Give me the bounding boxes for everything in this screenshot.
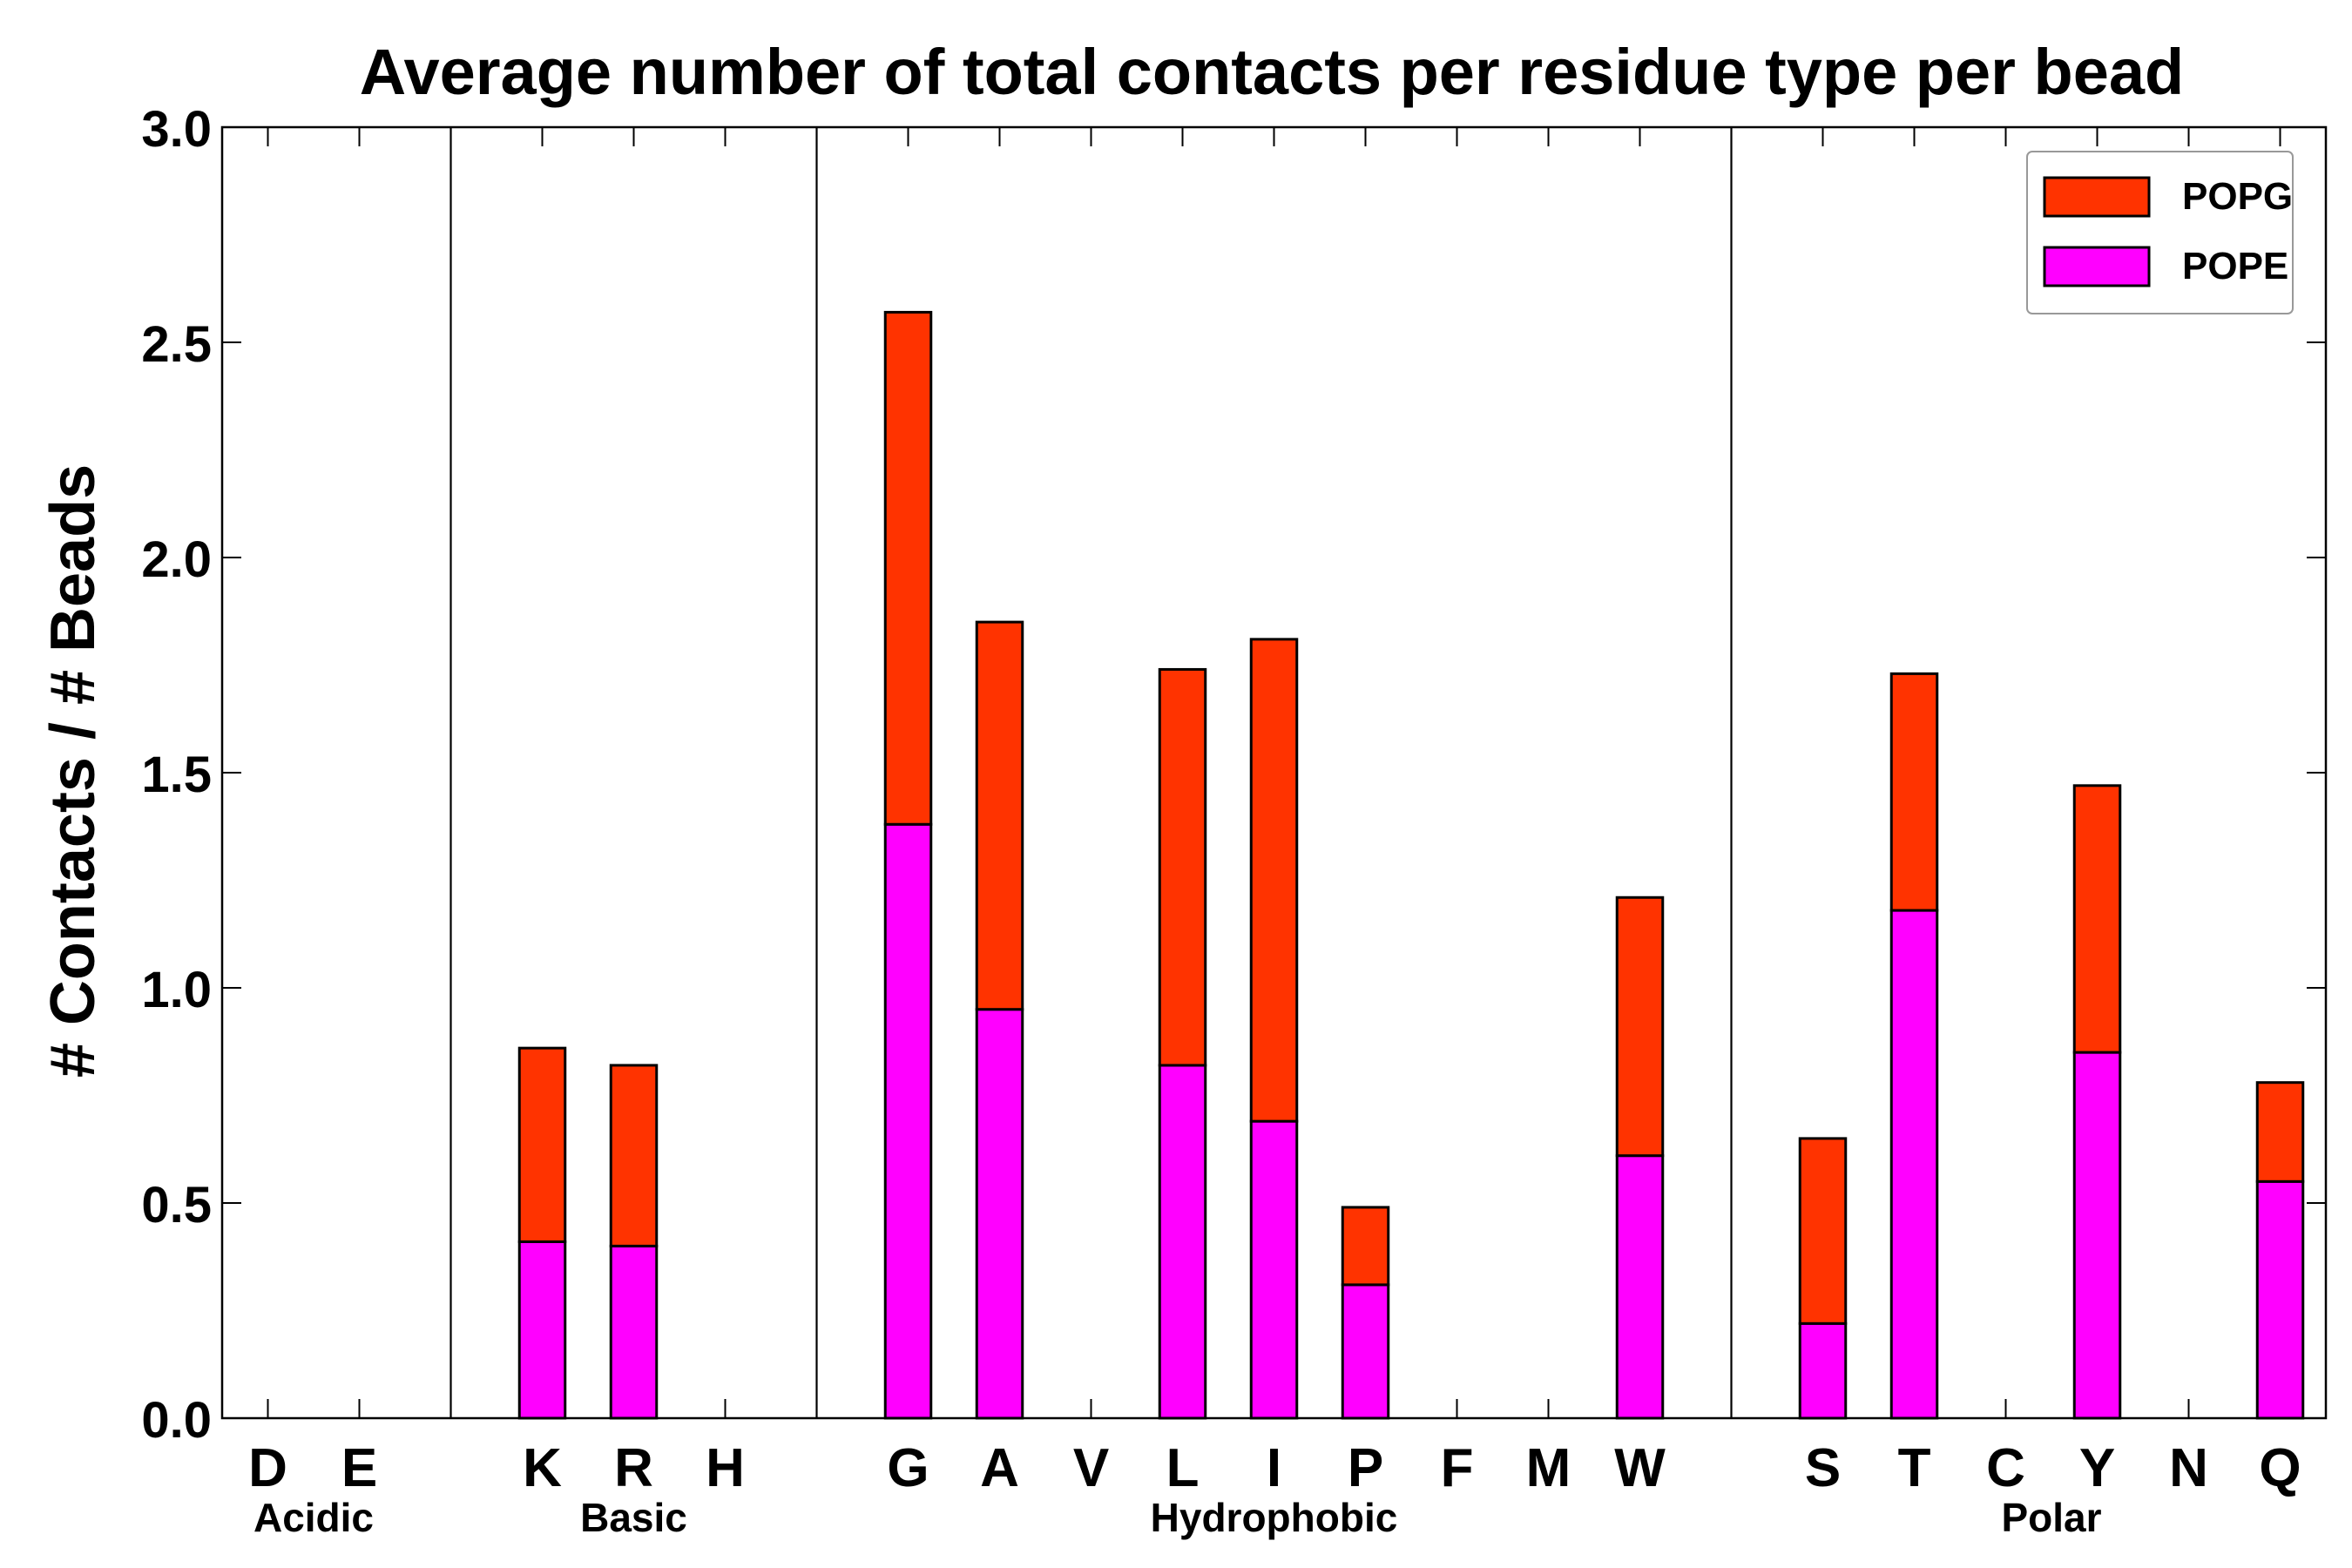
x-category-label: K: [523, 1438, 562, 1498]
y-axis-label: # Contacts / # Beads: [38, 464, 108, 1078]
bar-popg: [1615, 896, 1665, 1158]
y-tick-label: 0.5: [141, 1177, 212, 1233]
y-tick-label: 2.0: [141, 531, 212, 588]
bar-popg: [1341, 1206, 1390, 1287]
chart-title: Average number of total contacts per res…: [360, 36, 2184, 108]
y-tick-label: 1.0: [141, 962, 212, 1018]
bar-popg: [1158, 667, 1207, 1067]
bar-popg: [517, 1046, 567, 1243]
bar-pope: [1158, 1064, 1207, 1420]
legend-label: POPG: [2182, 175, 2293, 218]
legend-swatch: [2043, 246, 2151, 287]
group-label: Hydrophobic: [1151, 1495, 1398, 1540]
y-tick-label: 2.5: [141, 316, 212, 373]
bar-pope: [2072, 1051, 2122, 1420]
plot-area: 0.0 0.5 1.0 1.5 2.0 2.5 3.0 D E K R H G A V L I P F M W S T C Y N…: [141, 101, 2328, 1540]
x-category-label: R: [614, 1438, 653, 1498]
x-category-label: F: [1441, 1438, 1474, 1498]
x-category-label: C: [1986, 1438, 2025, 1498]
bar-popg: [1889, 672, 1939, 912]
bar-popg: [975, 620, 1024, 1011]
bar-popg: [609, 1064, 659, 1247]
x-category-label: I: [1267, 1438, 1281, 1498]
group-label: Polar: [2001, 1495, 2101, 1540]
bar-pope: [1615, 1154, 1665, 1420]
bar-popg: [2072, 784, 2122, 1054]
group-label: Basic: [580, 1495, 687, 1540]
y-tick-label: 0.0: [141, 1392, 212, 1449]
x-category-label: A: [980, 1438, 1019, 1498]
x-category-label: N: [2169, 1438, 2208, 1498]
bar-pope: [2255, 1179, 2305, 1420]
bar-pope: [1341, 1283, 1390, 1420]
bar-pope: [1249, 1119, 1299, 1420]
group-label: Acidic: [253, 1495, 374, 1540]
bar-popg: [2255, 1081, 2305, 1183]
x-category-label: M: [1526, 1438, 1571, 1498]
x-category-label: H: [706, 1438, 745, 1498]
x-category-label: Y: [2079, 1438, 2115, 1498]
bar-popg: [1798, 1137, 1848, 1325]
legend-swatch: [2043, 176, 2151, 218]
x-category-label: S: [1805, 1438, 1841, 1498]
bar-pope: [975, 1008, 1024, 1420]
bar-pope: [609, 1244, 659, 1420]
y-tick-label: 1.5: [141, 747, 212, 803]
y-tick-label: 3.0: [141, 101, 212, 158]
x-category-label: P: [1348, 1438, 1383, 1498]
x-category-label: E: [341, 1438, 377, 1498]
x-category-label: W: [1614, 1438, 1666, 1498]
bar-pope: [517, 1240, 567, 1420]
bar-pope: [883, 822, 933, 1420]
bar-pope: [1889, 909, 1939, 1420]
x-category-label: Q: [2259, 1438, 2301, 1498]
bar-pope: [1798, 1321, 1848, 1420]
x-category-label: D: [248, 1438, 287, 1498]
bar-popg: [883, 310, 933, 826]
x-category-label: L: [1166, 1438, 1200, 1498]
x-category-label: V: [1073, 1438, 1109, 1498]
x-category-label: G: [887, 1438, 929, 1498]
bar-popg: [1249, 638, 1299, 1123]
legend-label: POPE: [2182, 245, 2288, 287]
x-category-label: T: [1898, 1438, 1931, 1498]
